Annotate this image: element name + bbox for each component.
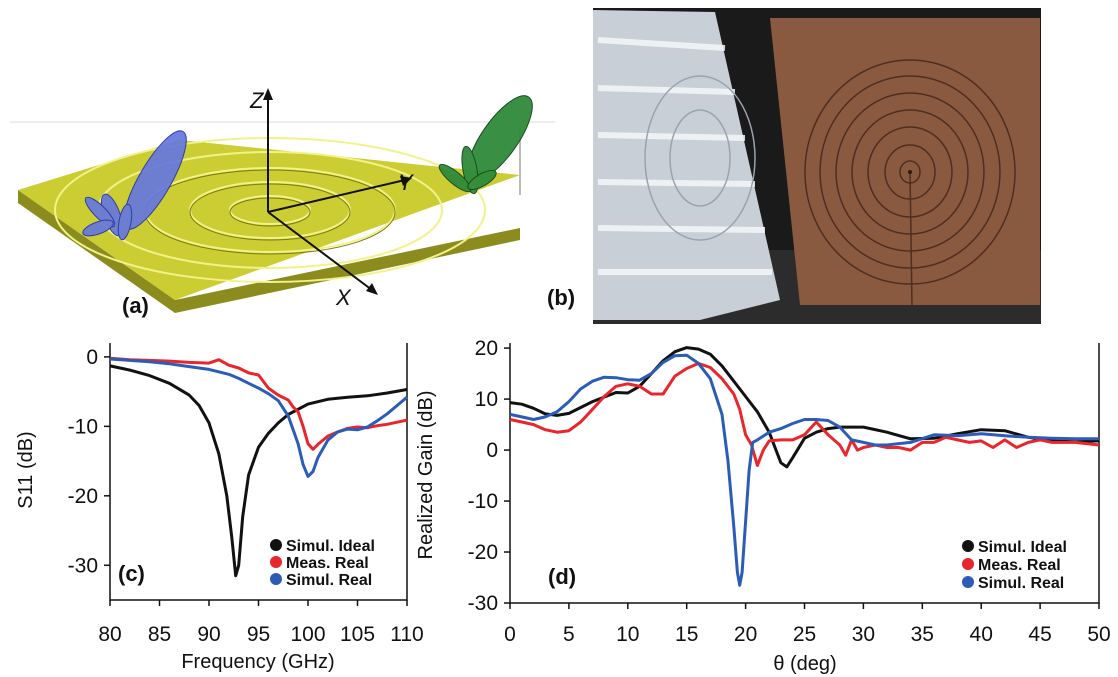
gain-x-ticks: 0 5 10 15 20 25 30 35 40 45 50 — [504, 603, 1111, 646]
y-tick-label: -30 — [468, 592, 498, 615]
copper-plate — [770, 18, 1040, 305]
x-tick-label: 40 — [970, 623, 993, 646]
legend-marker-simul-real — [962, 576, 974, 588]
x-tick-label: 110 — [390, 623, 423, 646]
x-tick-label: 5 — [563, 623, 575, 646]
x-tick-label: 25 — [793, 623, 816, 646]
legend-label-simul-ideal: Simul. Ideal — [286, 538, 375, 555]
series-line-simul-real — [509, 353, 1099, 587]
s11-y-ticks: 0 -10 -20 -30 — [68, 346, 110, 577]
x-tick-label: 10 — [616, 623, 639, 646]
panel-label-d: (d) — [548, 564, 576, 589]
axis-label-z: Z — [249, 88, 265, 113]
gain-x-axis-label: θ (deg) — [773, 653, 836, 675]
legend-marker-simul-ideal — [270, 539, 282, 551]
s11-y-axis-label: S11 (dB) — [15, 431, 37, 508]
series-line-meas-real — [109, 356, 408, 451]
lens-photo: (b) — [547, 8, 1041, 324]
plate-rings — [804, 59, 1016, 306]
y-tick-label: 10 — [475, 388, 498, 411]
radiation-pattern-right — [438, 95, 533, 195]
x-tick-label: 20 — [734, 623, 757, 646]
s11-chart: 80 85 90 95 100 105 110 0 -10 -20 -30 Frequency (… — [15, 343, 424, 673]
antenna-render: Z Y X (a) — [10, 88, 555, 318]
x-tick-label: 90 — [197, 623, 220, 646]
coordinate-axes — [263, 88, 412, 295]
y-tick-label: -20 — [68, 485, 98, 508]
y-tick-label: -10 — [68, 415, 98, 438]
gain-y-axis-label: Realized Gain (dB) — [415, 391, 437, 560]
s11-legend: Simul. Ideal Meas. Real Simul. Real — [270, 538, 375, 589]
x-tick-label: 35 — [911, 623, 934, 646]
x-tick-label: 0 — [504, 623, 516, 646]
x-tick-label: 105 — [340, 623, 375, 646]
axis-label-x: X — [335, 285, 352, 310]
substrate-side — [18, 190, 520, 313]
y-tick-label: 0 — [86, 346, 98, 369]
x-tick-label: 80 — [98, 623, 121, 646]
legend-label-meas-real: Meas. Real — [286, 555, 369, 572]
legend-label-simul-ideal: Simul. Ideal — [978, 539, 1067, 556]
y-tick-label: -10 — [468, 490, 498, 513]
series-line-simul-ideal — [109, 364, 408, 578]
x-tick-label: 15 — [675, 623, 698, 646]
gain-series — [509, 346, 1100, 587]
x-tick-label: 45 — [1028, 623, 1051, 646]
y-tick-label: 20 — [475, 337, 498, 360]
legend-marker-meas-real — [962, 558, 974, 570]
radiation-pattern-left — [82, 130, 187, 241]
gain-legend: Simul. Ideal Meas. Real Simul. Real — [962, 539, 1067, 592]
s11-x-axis-label: Frequency (GHz) — [181, 651, 334, 673]
legend-marker-simul-real — [270, 573, 282, 585]
x-tick-label: 50 — [1087, 623, 1110, 646]
series-line-simul-ideal — [509, 346, 1100, 469]
panel-label-a: (a) — [122, 293, 149, 318]
x-tick-label: 95 — [247, 623, 270, 646]
legend-label-simul-real: Simul. Real — [978, 575, 1064, 592]
x-tick-label: 30 — [852, 623, 875, 646]
panel-label-b: (b) — [547, 285, 575, 310]
legend-label-simul-real: Simul. Real — [286, 572, 372, 589]
x-tick-label: 100 — [290, 623, 325, 646]
legend-marker-meas-real — [270, 556, 282, 568]
s11-x-ticks: 80 85 90 95 100 105 110 — [98, 600, 424, 646]
y-tick-label: -30 — [68, 554, 98, 577]
y-tick-label: -20 — [468, 541, 498, 564]
axis-label-y: Y — [398, 170, 414, 195]
series-line-simul-real — [109, 357, 408, 478]
legend-label-meas-real: Meas. Real — [978, 557, 1061, 574]
y-tick-label: 0 — [486, 439, 498, 462]
series-line-meas-real — [509, 361, 1100, 467]
x-tick-label: 85 — [148, 623, 171, 646]
panel-label-c: (c) — [118, 561, 145, 586]
gain-y-ticks: 20 10 0 -10 -20 -30 — [468, 337, 510, 615]
s11-series — [109, 356, 408, 578]
gain-chart: 0 5 10 15 20 25 30 35 40 45 50 20 10 0 -10 -20 -30 θ (d… — [415, 337, 1111, 675]
legend-marker-simul-ideal — [962, 540, 974, 552]
